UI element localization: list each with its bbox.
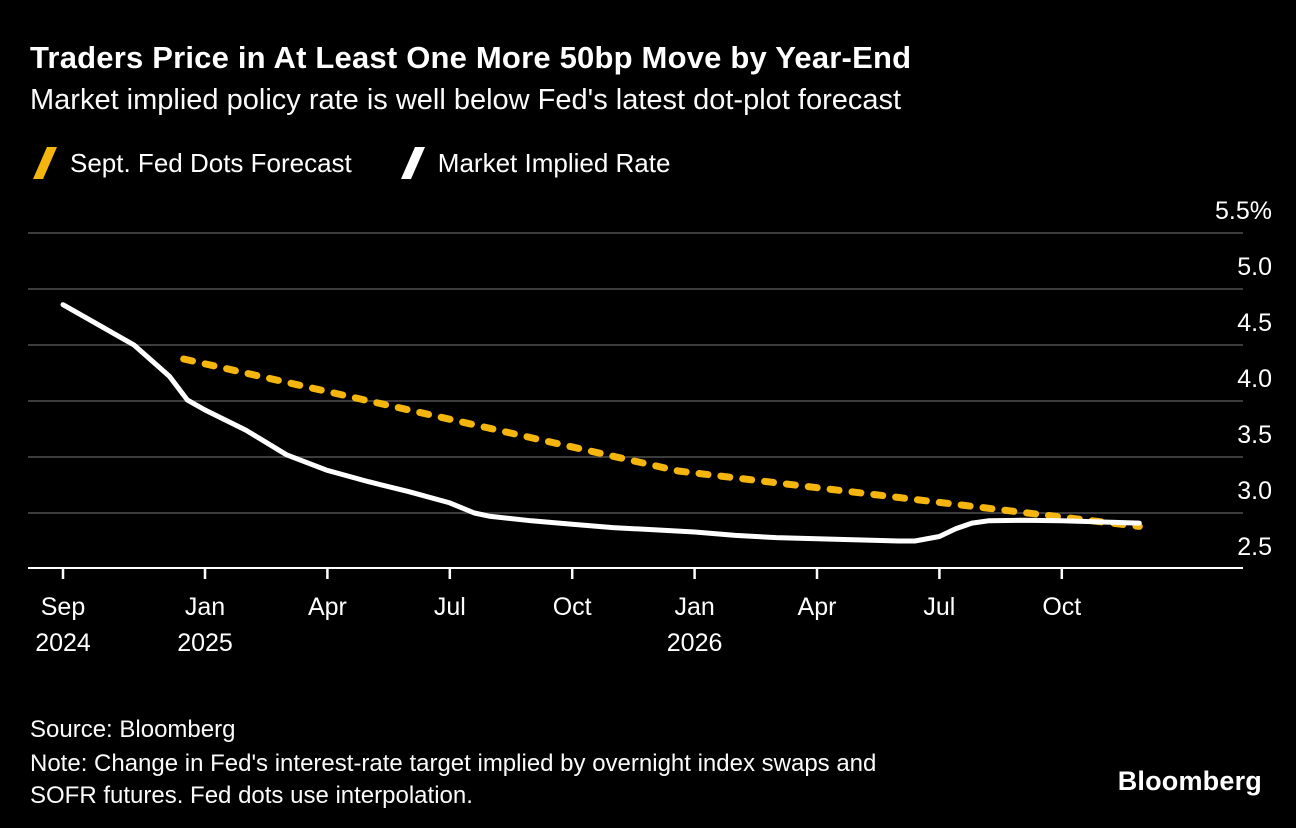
legend-item-market-implied: Market Implied Rate bbox=[398, 146, 671, 180]
bloomberg-logo: Bloomberg bbox=[1117, 766, 1262, 796]
x-axis-month-label: Oct bbox=[552, 593, 592, 621]
note-text: Note: Change in Fed's interest-rate targ… bbox=[30, 750, 877, 809]
market-implied-line bbox=[60, 302, 1142, 544]
market-implied-legend-icon bbox=[400, 147, 425, 179]
source-text: Source: Bloomberg bbox=[30, 716, 236, 743]
page-subtitle: Market implied policy rate is well below… bbox=[30, 84, 902, 116]
y-axis-label: 5.0 bbox=[1237, 253, 1272, 281]
x-axis-month-label: Apr bbox=[797, 593, 837, 621]
x-axis-year-label: 2026 bbox=[666, 629, 723, 657]
y-axis-label: 5.5% bbox=[1215, 197, 1272, 225]
x-axis-month-label: Jan bbox=[674, 593, 715, 621]
x-axis-month-label: Jul bbox=[923, 593, 956, 621]
x-axis-month-label: Jul bbox=[433, 593, 466, 621]
legend-label-market-implied: Market Implied Rate bbox=[437, 147, 671, 178]
x-axis-month-label: Sep bbox=[40, 593, 86, 621]
fed-dots-line bbox=[180, 355, 1143, 530]
legend-label-fed-dots: Sept. Fed Dots Forecast bbox=[70, 147, 352, 178]
fed-dots-legend-icon bbox=[33, 147, 57, 179]
y-axis-label: 3.0 bbox=[1237, 477, 1272, 505]
x-axis-month-label: Oct bbox=[1042, 593, 1082, 621]
y-axis-label: 4.5 bbox=[1237, 309, 1272, 337]
x-axis-year-label: 2024 bbox=[35, 629, 91, 657]
page-title: Traders Price in At Least One More 50bp … bbox=[30, 40, 912, 75]
x-axis-month-label: Apr bbox=[307, 593, 347, 621]
y-axis-label: 3.5 bbox=[1237, 421, 1272, 449]
legend-item-fed-dots: Sept. Fed Dots Forecast bbox=[30, 146, 352, 180]
chart-legend: Sept. Fed Dots Forecast Market Implied R… bbox=[30, 146, 670, 180]
x-axis-year-label: 2025 bbox=[177, 629, 233, 657]
y-axis-label: 2.5 bbox=[1237, 533, 1272, 561]
y-axis-label: 4.0 bbox=[1237, 365, 1272, 393]
x-axis-month-label: Jan bbox=[184, 593, 226, 621]
